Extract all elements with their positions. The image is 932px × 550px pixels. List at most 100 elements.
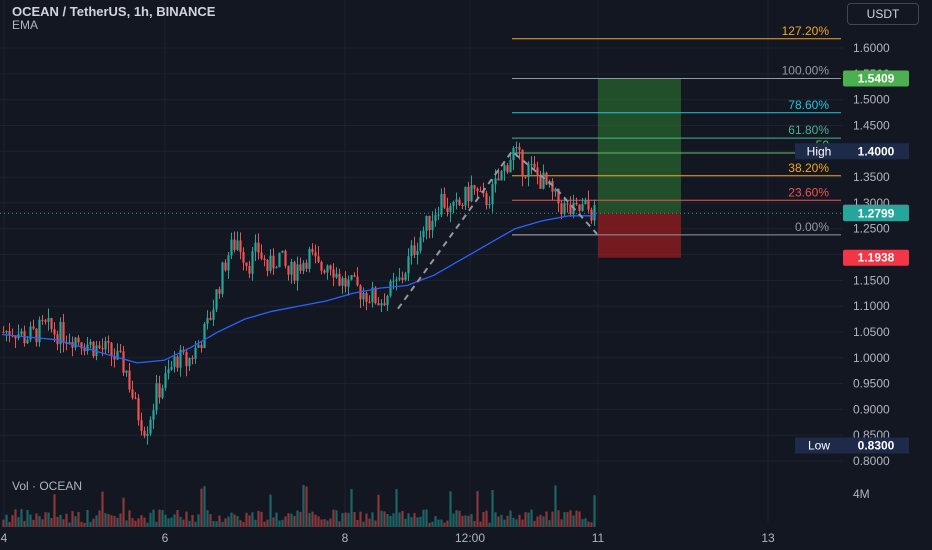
volume-bar [89, 521, 92, 527]
candle-body [539, 175, 542, 189]
pattern-drawing[interactable] [0, 149, 843, 310]
candle-body [80, 342, 83, 349]
volume-bar [14, 509, 17, 527]
candle-body [476, 188, 479, 191]
price-axis[interactable]: 1.60001.55001.50001.45001.40001.35001.30… [853, 41, 890, 501]
volume-bar [8, 521, 11, 527]
price-tick-label: 1.6000 [853, 41, 890, 55]
candle-body [314, 252, 317, 257]
volume-bar [101, 491, 104, 527]
volume-bar [341, 513, 344, 527]
indicator-legend[interactable]: EMA [12, 18, 39, 32]
candle-body [299, 264, 302, 271]
candle-body [260, 252, 263, 259]
candle-body [86, 344, 89, 352]
volume-bar [350, 489, 353, 527]
candle-body [416, 250, 419, 255]
candle-body [29, 326, 32, 340]
volume-bar [497, 516, 500, 527]
volume-bar [146, 522, 149, 527]
risk-reward-zones[interactable] [598, 78, 681, 258]
volume-bar [530, 509, 533, 527]
volume-bar [323, 519, 326, 527]
price-tick-label: 1.5000 [853, 93, 890, 107]
abcd-pattern-line [397, 149, 598, 310]
volume-bar [77, 511, 80, 527]
volume-bar [248, 515, 251, 527]
fib-level-label: 0.00% [795, 220, 829, 234]
volume-bar [503, 519, 506, 527]
price-tick-label: 0.9500 [853, 377, 890, 391]
volume-bar [428, 522, 431, 527]
candle-body [218, 289, 221, 294]
volume-bar [542, 516, 545, 527]
volume-bar [5, 514, 8, 527]
candle-body [209, 317, 212, 320]
volume-bar [23, 520, 26, 527]
volume-bar [197, 514, 200, 527]
volume-bar [194, 521, 197, 527]
currency-button[interactable]: USDT [847, 3, 919, 25]
fib-level-label: 78.60% [788, 98, 829, 112]
volume-bar [104, 513, 107, 527]
volume-legend[interactable]: Vol · OCEAN [12, 479, 83, 493]
volume-bar [563, 512, 566, 527]
candle-body [335, 273, 338, 278]
volume-bar [110, 515, 113, 527]
candle-body [194, 347, 197, 359]
candle-body [578, 204, 581, 211]
volume-bar [566, 512, 569, 527]
candle-body [119, 350, 122, 352]
time-tick-label: 8 [342, 531, 349, 545]
price-label-box [843, 249, 909, 266]
candle-body [350, 275, 353, 280]
volume-bar [488, 522, 491, 527]
volume-bar [572, 515, 575, 527]
candle-body [467, 186, 470, 202]
fibonacci-retracement[interactable]: 127.20%100.00%78.60%61.80%5038.20%23.60%… [512, 24, 841, 236]
candle-body [419, 237, 422, 251]
candle-body [212, 309, 215, 320]
volume-bar [44, 512, 47, 527]
volume-bar [347, 512, 350, 527]
candle-body [281, 250, 284, 253]
volume-bar [74, 516, 77, 527]
candle-body [398, 277, 401, 280]
candle-body [332, 269, 335, 278]
volume-bar [506, 515, 509, 527]
candle-body [386, 295, 389, 306]
candle-body [317, 256, 320, 262]
candle-body [221, 262, 224, 294]
candle-body [53, 329, 56, 335]
volume-bar [545, 511, 548, 527]
candle-body [263, 258, 266, 260]
candle-body [455, 199, 458, 202]
candle-body [326, 265, 329, 273]
candle-body [248, 265, 251, 274]
volume-bar [134, 520, 137, 527]
price-tick-label: 0.8000 [853, 454, 890, 468]
volume-bar [296, 510, 299, 527]
candle-body [485, 193, 488, 206]
volume-bar [98, 510, 101, 527]
volume-bar [86, 509, 89, 527]
volume-bar [395, 489, 398, 527]
volume-bar [251, 512, 254, 527]
candle-body [233, 239, 236, 250]
time-axis[interactable]: 4 6 8 12:00 11 13 [1, 531, 775, 545]
candle-body [203, 323, 206, 349]
volume-bar [209, 514, 212, 527]
candle-body [365, 293, 368, 302]
candle-body [188, 358, 191, 367]
candle-body [464, 186, 467, 206]
candle-body [110, 342, 113, 357]
candle-body [38, 319, 41, 343]
candle-body [302, 262, 305, 271]
volume-bar [269, 494, 272, 527]
candle-body [587, 200, 590, 210]
volume-bar [200, 488, 203, 527]
volume-bar [452, 513, 455, 527]
volume-bar [422, 509, 425, 527]
candle-body [524, 176, 527, 178]
